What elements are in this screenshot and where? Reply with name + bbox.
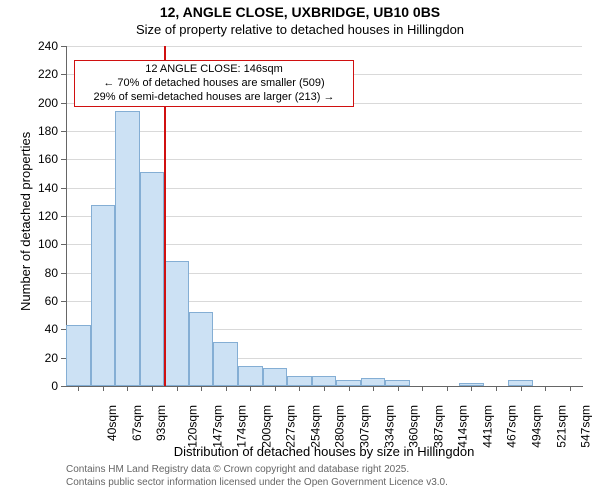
x-tick-mark bbox=[324, 386, 325, 391]
histogram-bar bbox=[66, 325, 91, 386]
annotation-line-1: 12 ANGLE CLOSE: 146sqm bbox=[77, 63, 351, 77]
x-tick-mark bbox=[521, 386, 522, 391]
x-tick-label: 334sqm bbox=[382, 405, 396, 448]
x-tick-mark bbox=[496, 386, 497, 391]
gridline bbox=[66, 46, 582, 47]
y-tick-label: 100 bbox=[18, 237, 58, 251]
gridline bbox=[66, 131, 582, 132]
x-tick-mark bbox=[127, 386, 128, 391]
x-tick-label: 441sqm bbox=[481, 405, 495, 448]
x-tick-label: 174sqm bbox=[235, 405, 249, 448]
attribution-line-1: Contains HM Land Registry data © Crown c… bbox=[66, 464, 448, 477]
x-tick-mark bbox=[570, 386, 571, 391]
annotation-line-2: ← 70% of detached houses are smaller (50… bbox=[77, 77, 351, 91]
y-tick-label: 80 bbox=[18, 266, 58, 280]
gridline bbox=[66, 159, 582, 160]
x-tick-label: 93sqm bbox=[154, 405, 168, 441]
x-tick-mark bbox=[152, 386, 153, 391]
y-tick-label: 160 bbox=[18, 152, 58, 166]
y-tick-mark bbox=[61, 386, 66, 387]
x-tick-mark bbox=[422, 386, 423, 391]
y-tick-label: 20 bbox=[18, 351, 58, 365]
x-tick-label: 147sqm bbox=[210, 405, 224, 448]
x-tick-mark bbox=[349, 386, 350, 391]
histogram-bar bbox=[91, 205, 116, 386]
annotation-box: 12 ANGLE CLOSE: 146sqm← 70% of detached … bbox=[74, 60, 354, 107]
x-tick-label: 307sqm bbox=[358, 405, 372, 448]
histogram-bar bbox=[189, 312, 214, 386]
chart-title: 12, ANGLE CLOSE, UXBRIDGE, UB10 0BS bbox=[0, 4, 600, 20]
x-tick-label: 254sqm bbox=[309, 405, 323, 448]
y-tick-label: 0 bbox=[18, 379, 58, 393]
x-tick-label: 387sqm bbox=[431, 405, 445, 448]
x-tick-label: 547sqm bbox=[579, 405, 593, 448]
x-tick-mark bbox=[177, 386, 178, 391]
chart-root: 12, ANGLE CLOSE, UXBRIDGE, UB10 0BS Size… bbox=[0, 0, 600, 500]
attribution-text: Contains HM Land Registry data © Crown c… bbox=[66, 464, 448, 489]
y-tick-label: 240 bbox=[18, 39, 58, 53]
attribution-line-2: Contains public sector information licen… bbox=[66, 477, 448, 490]
x-tick-mark bbox=[201, 386, 202, 391]
histogram-bar bbox=[213, 342, 238, 386]
x-tick-mark bbox=[471, 386, 472, 391]
histogram-bar bbox=[140, 172, 165, 386]
histogram-bar bbox=[238, 366, 263, 386]
x-tick-label: 67sqm bbox=[130, 405, 144, 441]
x-tick-mark bbox=[545, 386, 546, 391]
x-tick-label: 467sqm bbox=[505, 405, 519, 448]
x-tick-label: 40sqm bbox=[105, 405, 119, 441]
y-tick-label: 120 bbox=[18, 209, 58, 223]
histogram-bar bbox=[361, 378, 386, 387]
y-tick-label: 180 bbox=[18, 124, 58, 138]
histogram-bar bbox=[164, 261, 189, 386]
y-tick-label: 40 bbox=[18, 322, 58, 336]
x-tick-label: 120sqm bbox=[186, 405, 200, 448]
histogram-bar bbox=[115, 111, 140, 386]
x-tick-label: 280sqm bbox=[333, 405, 347, 448]
x-tick-label: 521sqm bbox=[554, 405, 568, 448]
y-tick-label: 220 bbox=[18, 67, 58, 81]
x-tick-label: 414sqm bbox=[456, 405, 470, 448]
x-tick-mark bbox=[373, 386, 374, 391]
histogram-bar bbox=[287, 376, 312, 386]
x-tick-mark bbox=[103, 386, 104, 391]
x-tick-mark bbox=[78, 386, 79, 391]
annotation-line-3: 29% of semi-detached houses are larger (… bbox=[77, 91, 351, 105]
histogram-bar bbox=[312, 376, 337, 386]
y-tick-label: 140 bbox=[18, 181, 58, 195]
chart-subtitle: Size of property relative to detached ho… bbox=[0, 22, 600, 37]
x-tick-label: 227sqm bbox=[284, 405, 298, 448]
x-tick-mark bbox=[250, 386, 251, 391]
x-tick-mark bbox=[275, 386, 276, 391]
x-tick-mark bbox=[398, 386, 399, 391]
x-tick-label: 494sqm bbox=[530, 405, 544, 448]
x-tick-label: 360sqm bbox=[407, 405, 421, 448]
x-tick-mark bbox=[226, 386, 227, 391]
x-tick-mark bbox=[299, 386, 300, 391]
x-tick-mark bbox=[447, 386, 448, 391]
y-tick-label: 200 bbox=[18, 96, 58, 110]
histogram-bar bbox=[263, 368, 288, 386]
y-tick-label: 60 bbox=[18, 294, 58, 308]
x-tick-label: 200sqm bbox=[259, 405, 273, 448]
